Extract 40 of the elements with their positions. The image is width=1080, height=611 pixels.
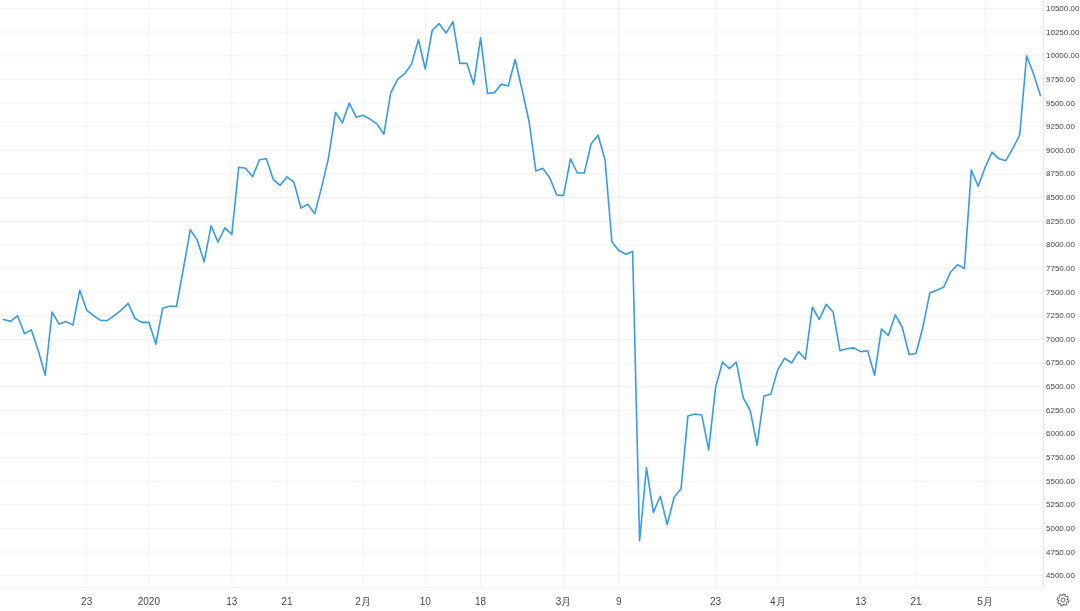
x-tick-label: 18 bbox=[475, 595, 487, 607]
x-tick-label: 3月 bbox=[555, 595, 572, 607]
x-tick-label: 5月 bbox=[977, 595, 993, 607]
y-tick-label: 7250.00 bbox=[1046, 311, 1076, 321]
y-tick-label: 4750.00 bbox=[1046, 547, 1076, 557]
y-tick-label: 10250.00 bbox=[1046, 27, 1080, 37]
x-tick-label: 9 bbox=[616, 595, 623, 607]
y-tick-label: 8750.00 bbox=[1046, 169, 1076, 179]
y-tick-label: 9000.00 bbox=[1046, 145, 1076, 155]
y-tick-label: 5750.00 bbox=[1046, 453, 1076, 462]
y-tick-label: 6000.00 bbox=[1046, 429, 1076, 439]
y-tick-label: 6500.00 bbox=[1046, 382, 1076, 392]
x-tick-label: 13 bbox=[855, 595, 867, 607]
y-tick-label: 5250.00 bbox=[1046, 500, 1076, 510]
x-tick-label: 4月 bbox=[770, 595, 786, 607]
x-tick-label: 2月 bbox=[355, 595, 371, 607]
y-tick-label: 9500.00 bbox=[1046, 98, 1076, 108]
y-tick-label: 7750.00 bbox=[1046, 263, 1076, 273]
y-tick-label: 10500.00 bbox=[1046, 4, 1080, 14]
y-tick-label: 10000.00 bbox=[1046, 51, 1080, 61]
y-tick-label: 8250.00 bbox=[1046, 216, 1076, 226]
y-tick-label: 7000.00 bbox=[1046, 334, 1076, 344]
x-tick-label: 10 bbox=[419, 595, 432, 607]
y-tick-label: 5500.00 bbox=[1046, 476, 1076, 486]
y-tick-label: 9250.00 bbox=[1046, 122, 1076, 132]
y-tick-label: 8000.00 bbox=[1046, 240, 1076, 250]
x-tick-label: 21 bbox=[910, 595, 923, 607]
y-tick-label: 6750.00 bbox=[1046, 358, 1076, 368]
y-tick-label: 6250.00 bbox=[1046, 405, 1076, 415]
y-tick-label: 7500.00 bbox=[1046, 287, 1076, 297]
y-tick-label: 9750.00 bbox=[1046, 74, 1076, 84]
x-tick-label: 21 bbox=[281, 595, 294, 607]
y-tick-label: 8500.00 bbox=[1046, 193, 1076, 203]
x-tick-label: 23 bbox=[710, 595, 722, 607]
y-tick-label: 4500.00 bbox=[1046, 571, 1076, 581]
x-tick-label: 13 bbox=[226, 595, 238, 607]
x-tick-label: 2020 bbox=[137, 595, 161, 607]
y-tick-label: 5000.00 bbox=[1046, 523, 1076, 533]
x-tick-label: 23 bbox=[81, 595, 93, 607]
line-series bbox=[2, 20, 1042, 542]
